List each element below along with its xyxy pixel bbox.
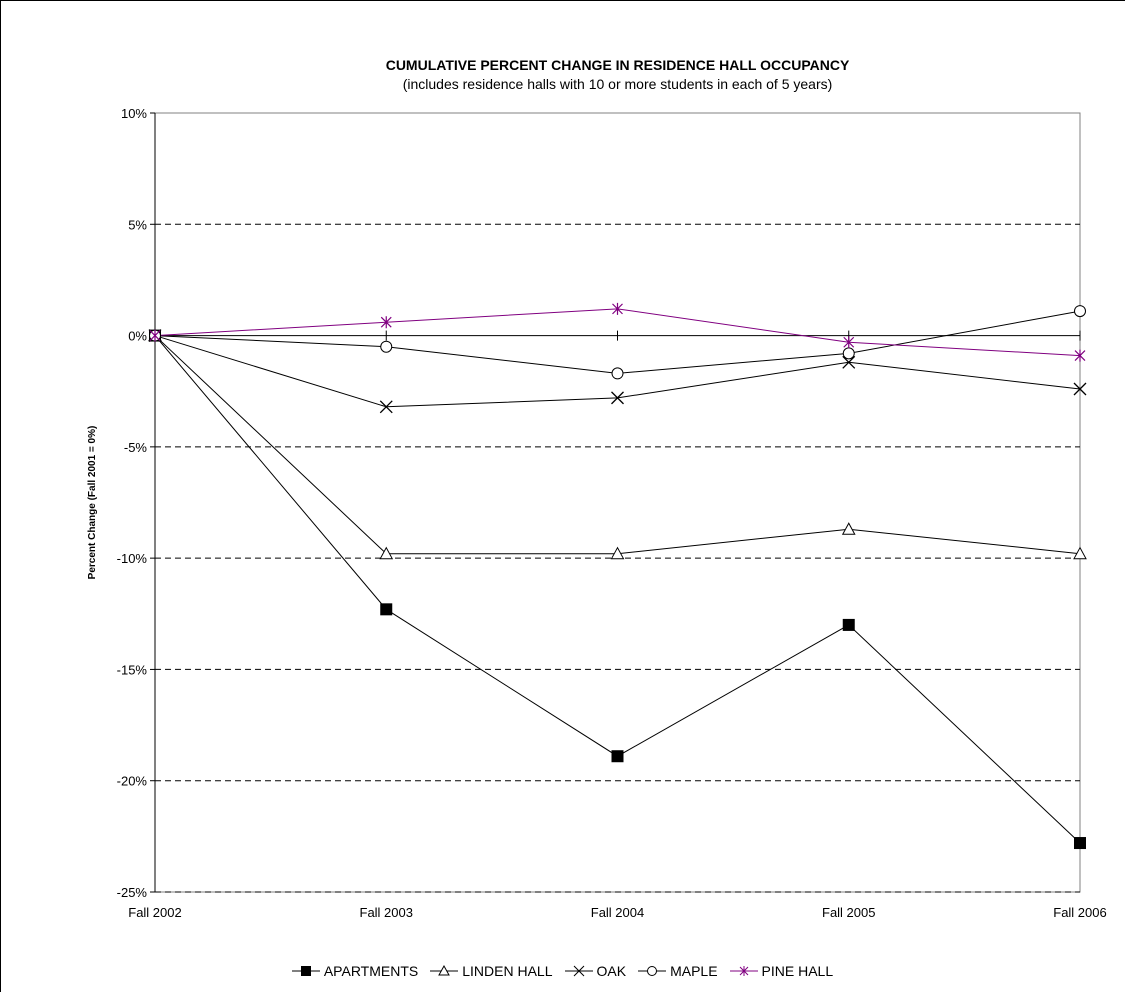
data-point-maple — [380, 340, 393, 353]
y-tick-label: 0% — [128, 329, 147, 344]
legend-label: APARTMENTS — [323, 963, 419, 979]
x-tick-label: Fall 2006 — [1053, 905, 1106, 920]
legend-swatch — [564, 965, 593, 977]
legend-swatch — [430, 964, 459, 976]
series-line-apartments — [154, 335, 1081, 844]
data-point-pine-hall — [149, 329, 161, 342]
data-point-pine-hall — [612, 302, 623, 315]
data-point-apartments — [380, 603, 393, 616]
y-tick-label: 5% — [128, 217, 147, 232]
y-tick-label: -5% — [124, 440, 148, 455]
legend-marker — [573, 965, 584, 977]
legend-label: OAK — [596, 963, 627, 979]
data-point-oak — [842, 355, 856, 369]
data-point-pine-hall — [1074, 349, 1086, 362]
series-line-maple — [154, 310, 1081, 374]
legend-swatch — [291, 966, 320, 976]
data-point-oak — [379, 400, 393, 414]
legend-label: LINDEN HALL — [462, 963, 553, 979]
legend-marker — [300, 966, 311, 976]
data-point-maple — [842, 347, 855, 360]
data-point-linden-hall — [841, 522, 856, 535]
data-point-pine-hall — [380, 316, 392, 329]
data-point-pine-hall — [843, 336, 855, 349]
x-tick-label: Fall 2004 — [591, 905, 644, 920]
legend-swatch — [729, 966, 758, 976]
plot-area-border — [154, 112, 1081, 893]
data-point-oak — [611, 391, 624, 405]
legend-label: PINE HALL — [761, 963, 834, 979]
y-tick-label: 10% — [121, 106, 147, 121]
data-point-apartments — [842, 618, 855, 631]
legend-marker — [647, 966, 658, 976]
y-tick-label: -25% — [117, 885, 148, 900]
data-point-apartments — [1074, 837, 1086, 850]
legend-item: LINDEN HALL — [430, 963, 553, 979]
data-point-linden-hall — [610, 546, 625, 560]
legend-item: OAK — [564, 963, 627, 979]
data-point-linden-hall — [1073, 546, 1087, 560]
x-tick-label: Fall 2005 — [822, 905, 875, 920]
chart-subtitle: (includes residence halls with 10 or mor… — [402, 76, 833, 92]
chart-title: CUMULATIVE PERCENT CHANGE IN RESIDENCE H… — [385, 57, 850, 73]
legend-swatch — [638, 966, 667, 976]
data-point-linden-hall — [379, 546, 394, 560]
legend-item: MAPLE — [638, 963, 718, 979]
legend-marker — [438, 964, 451, 976]
data-point-maple — [1074, 305, 1086, 318]
data-point-apartments — [611, 750, 624, 763]
y-axis-label: Percent Change (Fall 2001 = 0%) — [87, 426, 98, 580]
y-tick-label: -15% — [117, 662, 148, 677]
x-tick-label: Fall 2003 — [360, 905, 413, 920]
data-point-maple — [611, 367, 624, 380]
chart-legend: APARTMENTS LINDEN HALL OAK MAPLE PINE HALL — [0, 963, 1125, 981]
y-tick-label: -20% — [117, 774, 148, 789]
legend-label: MAPLE — [670, 963, 718, 979]
data-point-oak — [1073, 382, 1087, 396]
legend-item: APARTMENTS — [291, 963, 419, 979]
legend-item: PINE HALL — [729, 963, 834, 979]
legend-marker — [739, 966, 748, 976]
x-tick-label: Fall 2002 — [128, 905, 181, 920]
y-tick-label: -10% — [117, 551, 148, 566]
